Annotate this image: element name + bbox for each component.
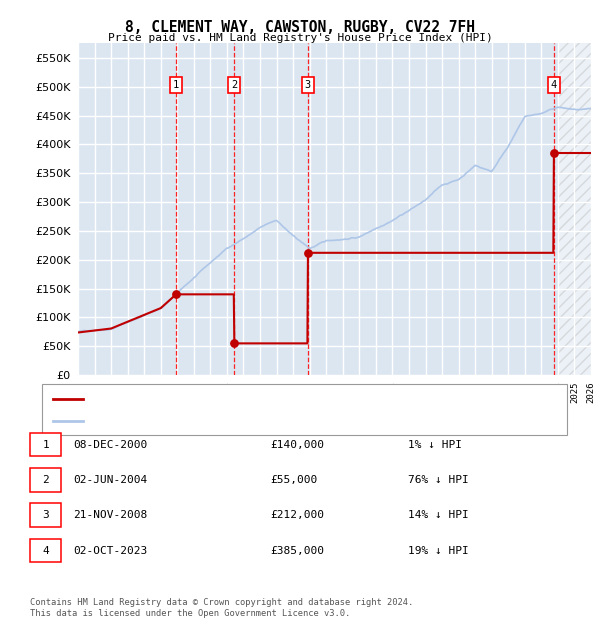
Text: 2: 2 <box>231 80 237 90</box>
Text: Price paid vs. HM Land Registry's House Price Index (HPI): Price paid vs. HM Land Registry's House … <box>107 33 493 43</box>
Text: 02-JUN-2004: 02-JUN-2004 <box>73 475 148 485</box>
Text: HPI: Average price, detached house, Rugby: HPI: Average price, detached house, Rugb… <box>87 416 343 426</box>
Text: 2: 2 <box>42 475 49 485</box>
Text: £385,000: £385,000 <box>270 546 324 556</box>
Point <box>549 148 559 158</box>
Text: £212,000: £212,000 <box>270 510 324 520</box>
Text: 8, CLEMENT WAY, CAWSTON, RUGBY, CV22 7FH: 8, CLEMENT WAY, CAWSTON, RUGBY, CV22 7FH <box>125 20 475 35</box>
Text: £140,000: £140,000 <box>270 440 324 450</box>
Text: 4: 4 <box>42 546 49 556</box>
Text: £55,000: £55,000 <box>270 475 317 485</box>
Text: 02-OCT-2023: 02-OCT-2023 <box>73 546 148 556</box>
Point <box>303 248 313 258</box>
Text: 1: 1 <box>173 80 179 90</box>
Text: 76% ↓ HPI: 76% ↓ HPI <box>408 475 469 485</box>
Text: 1: 1 <box>42 440 49 450</box>
Point <box>229 339 239 348</box>
Text: 21-NOV-2008: 21-NOV-2008 <box>73 510 148 520</box>
Text: Contains HM Land Registry data © Crown copyright and database right 2024.
This d: Contains HM Land Registry data © Crown c… <box>30 598 413 618</box>
Text: 8, CLEMENT WAY, CAWSTON, RUGBY, CV22 7FH (detached house): 8, CLEMENT WAY, CAWSTON, RUGBY, CV22 7FH… <box>87 394 443 404</box>
Text: 3: 3 <box>42 510 49 520</box>
Bar <box>558 43 591 375</box>
Text: 08-DEC-2000: 08-DEC-2000 <box>73 440 148 450</box>
Text: 1% ↓ HPI: 1% ↓ HPI <box>408 440 462 450</box>
Text: 3: 3 <box>305 80 311 90</box>
Text: 14% ↓ HPI: 14% ↓ HPI <box>408 510 469 520</box>
Text: 4: 4 <box>551 80 557 90</box>
Point <box>172 290 181 299</box>
Text: 19% ↓ HPI: 19% ↓ HPI <box>408 546 469 556</box>
